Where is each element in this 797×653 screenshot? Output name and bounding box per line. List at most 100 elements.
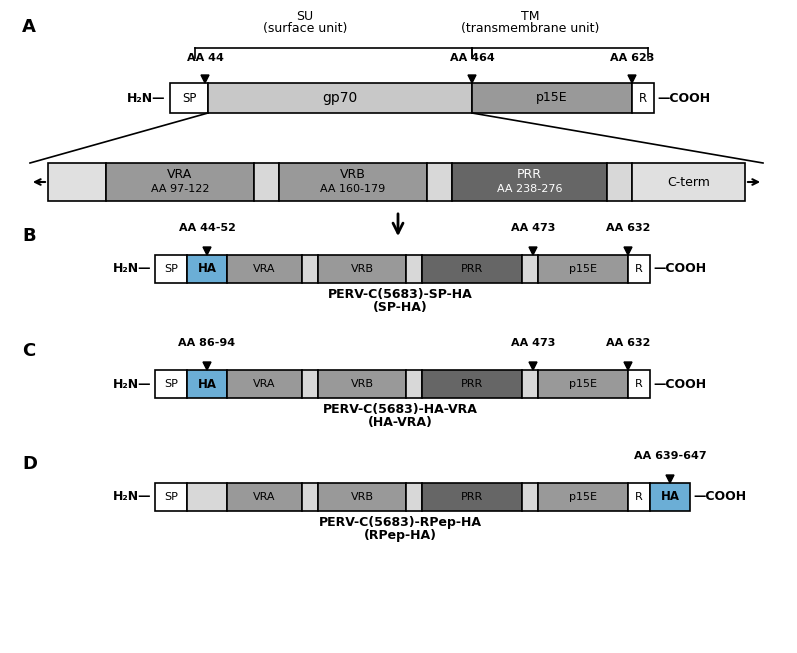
Text: HA: HA — [661, 490, 680, 503]
Polygon shape — [529, 247, 537, 255]
Text: C: C — [22, 342, 35, 360]
Text: gp70: gp70 — [322, 91, 358, 105]
Text: —COOH: —COOH — [693, 490, 746, 503]
Text: SU: SU — [296, 10, 313, 23]
Text: VRA: VRA — [167, 168, 193, 182]
Bar — [538, 255, 628, 283]
Text: SP: SP — [164, 264, 178, 274]
Text: PRR: PRR — [517, 168, 542, 182]
Text: PRR: PRR — [461, 264, 483, 274]
Text: (RPep-HA): (RPep-HA) — [363, 529, 437, 542]
Bar — [48, 163, 106, 201]
Text: VRB: VRB — [351, 264, 374, 274]
Text: A: A — [22, 18, 36, 36]
Polygon shape — [624, 247, 632, 255]
Text: AA 238-276: AA 238-276 — [497, 184, 562, 194]
Bar — [632, 163, 745, 201]
Text: —COOH: —COOH — [657, 91, 710, 104]
Text: AA 160-179: AA 160-179 — [320, 184, 386, 194]
Bar — [628, 255, 650, 283]
Bar — [650, 483, 690, 511]
Bar — [522, 255, 538, 283]
Text: p15E: p15E — [536, 91, 567, 104]
Text: p15E: p15E — [569, 492, 597, 502]
Polygon shape — [201, 75, 209, 83]
Bar — [472, 83, 632, 113]
Bar — [318, 483, 406, 511]
Bar — [187, 483, 227, 511]
Bar — [406, 255, 422, 283]
Bar — [628, 483, 650, 511]
Polygon shape — [468, 75, 476, 83]
Text: AA 632: AA 632 — [606, 223, 650, 233]
Polygon shape — [203, 362, 211, 370]
Bar — [187, 370, 227, 398]
Text: C-term: C-term — [667, 176, 710, 189]
Polygon shape — [529, 362, 537, 370]
Text: VRA: VRA — [253, 492, 276, 502]
Bar — [522, 483, 538, 511]
Text: R: R — [639, 91, 647, 104]
Text: PERV-C(5683)-RPep-HA: PERV-C(5683)-RPep-HA — [319, 516, 481, 529]
Text: —COOH: —COOH — [653, 377, 706, 390]
Bar — [628, 370, 650, 398]
Bar — [318, 370, 406, 398]
Bar — [522, 370, 538, 398]
Text: H₂N—: H₂N— — [112, 263, 151, 276]
Bar — [427, 163, 452, 201]
Text: R: R — [635, 264, 643, 274]
Text: (transmembrane unit): (transmembrane unit) — [461, 22, 599, 35]
Text: H₂N—: H₂N— — [127, 91, 165, 104]
Bar — [406, 483, 422, 511]
Text: PERV-C(5683)-HA-VRA: PERV-C(5683)-HA-VRA — [323, 403, 477, 416]
Text: R: R — [635, 492, 643, 502]
Text: AA 86-94: AA 86-94 — [179, 338, 236, 348]
Text: AA 639-647: AA 639-647 — [634, 451, 706, 461]
Text: AA 623: AA 623 — [610, 53, 654, 63]
Bar — [187, 255, 227, 283]
Bar — [607, 163, 632, 201]
Bar — [452, 163, 607, 201]
Text: HA: HA — [198, 263, 217, 276]
Polygon shape — [203, 247, 211, 255]
Bar — [155, 483, 187, 511]
Bar — [155, 370, 187, 398]
Text: PERV-C(5683)-SP-HA: PERV-C(5683)-SP-HA — [328, 288, 473, 301]
Text: TM: TM — [520, 10, 540, 23]
Text: SP: SP — [164, 492, 178, 502]
Polygon shape — [624, 362, 632, 370]
Text: H₂N—: H₂N— — [112, 490, 151, 503]
Text: AA 44: AA 44 — [186, 53, 223, 63]
Text: (SP-HA): (SP-HA) — [373, 301, 427, 314]
Text: H₂N—: H₂N— — [112, 377, 151, 390]
Text: VRB: VRB — [351, 492, 374, 502]
Bar — [302, 483, 318, 511]
Bar — [208, 83, 472, 113]
Text: AA 97-122: AA 97-122 — [151, 184, 210, 194]
Text: D: D — [22, 455, 37, 473]
Text: p15E: p15E — [569, 264, 597, 274]
Text: p15E: p15E — [569, 379, 597, 389]
Text: AA 473: AA 473 — [511, 223, 556, 233]
Text: PRR: PRR — [461, 379, 483, 389]
Text: SP: SP — [164, 379, 178, 389]
Text: PRR: PRR — [461, 492, 483, 502]
Text: VRB: VRB — [351, 379, 374, 389]
Bar — [302, 255, 318, 283]
Text: —COOH: —COOH — [653, 263, 706, 276]
Bar — [632, 83, 654, 113]
Bar — [227, 370, 302, 398]
Bar — [422, 370, 522, 398]
Text: AA 632: AA 632 — [606, 338, 650, 348]
Text: AA 44-52: AA 44-52 — [179, 223, 235, 233]
Bar — [279, 163, 427, 201]
Polygon shape — [628, 75, 636, 83]
Bar — [318, 255, 406, 283]
Text: VRA: VRA — [253, 379, 276, 389]
Text: (HA-VRA): (HA-VRA) — [367, 416, 433, 429]
Bar — [227, 255, 302, 283]
Text: SP: SP — [182, 91, 196, 104]
Text: VRB: VRB — [340, 168, 366, 182]
Polygon shape — [666, 475, 674, 483]
Bar — [406, 370, 422, 398]
